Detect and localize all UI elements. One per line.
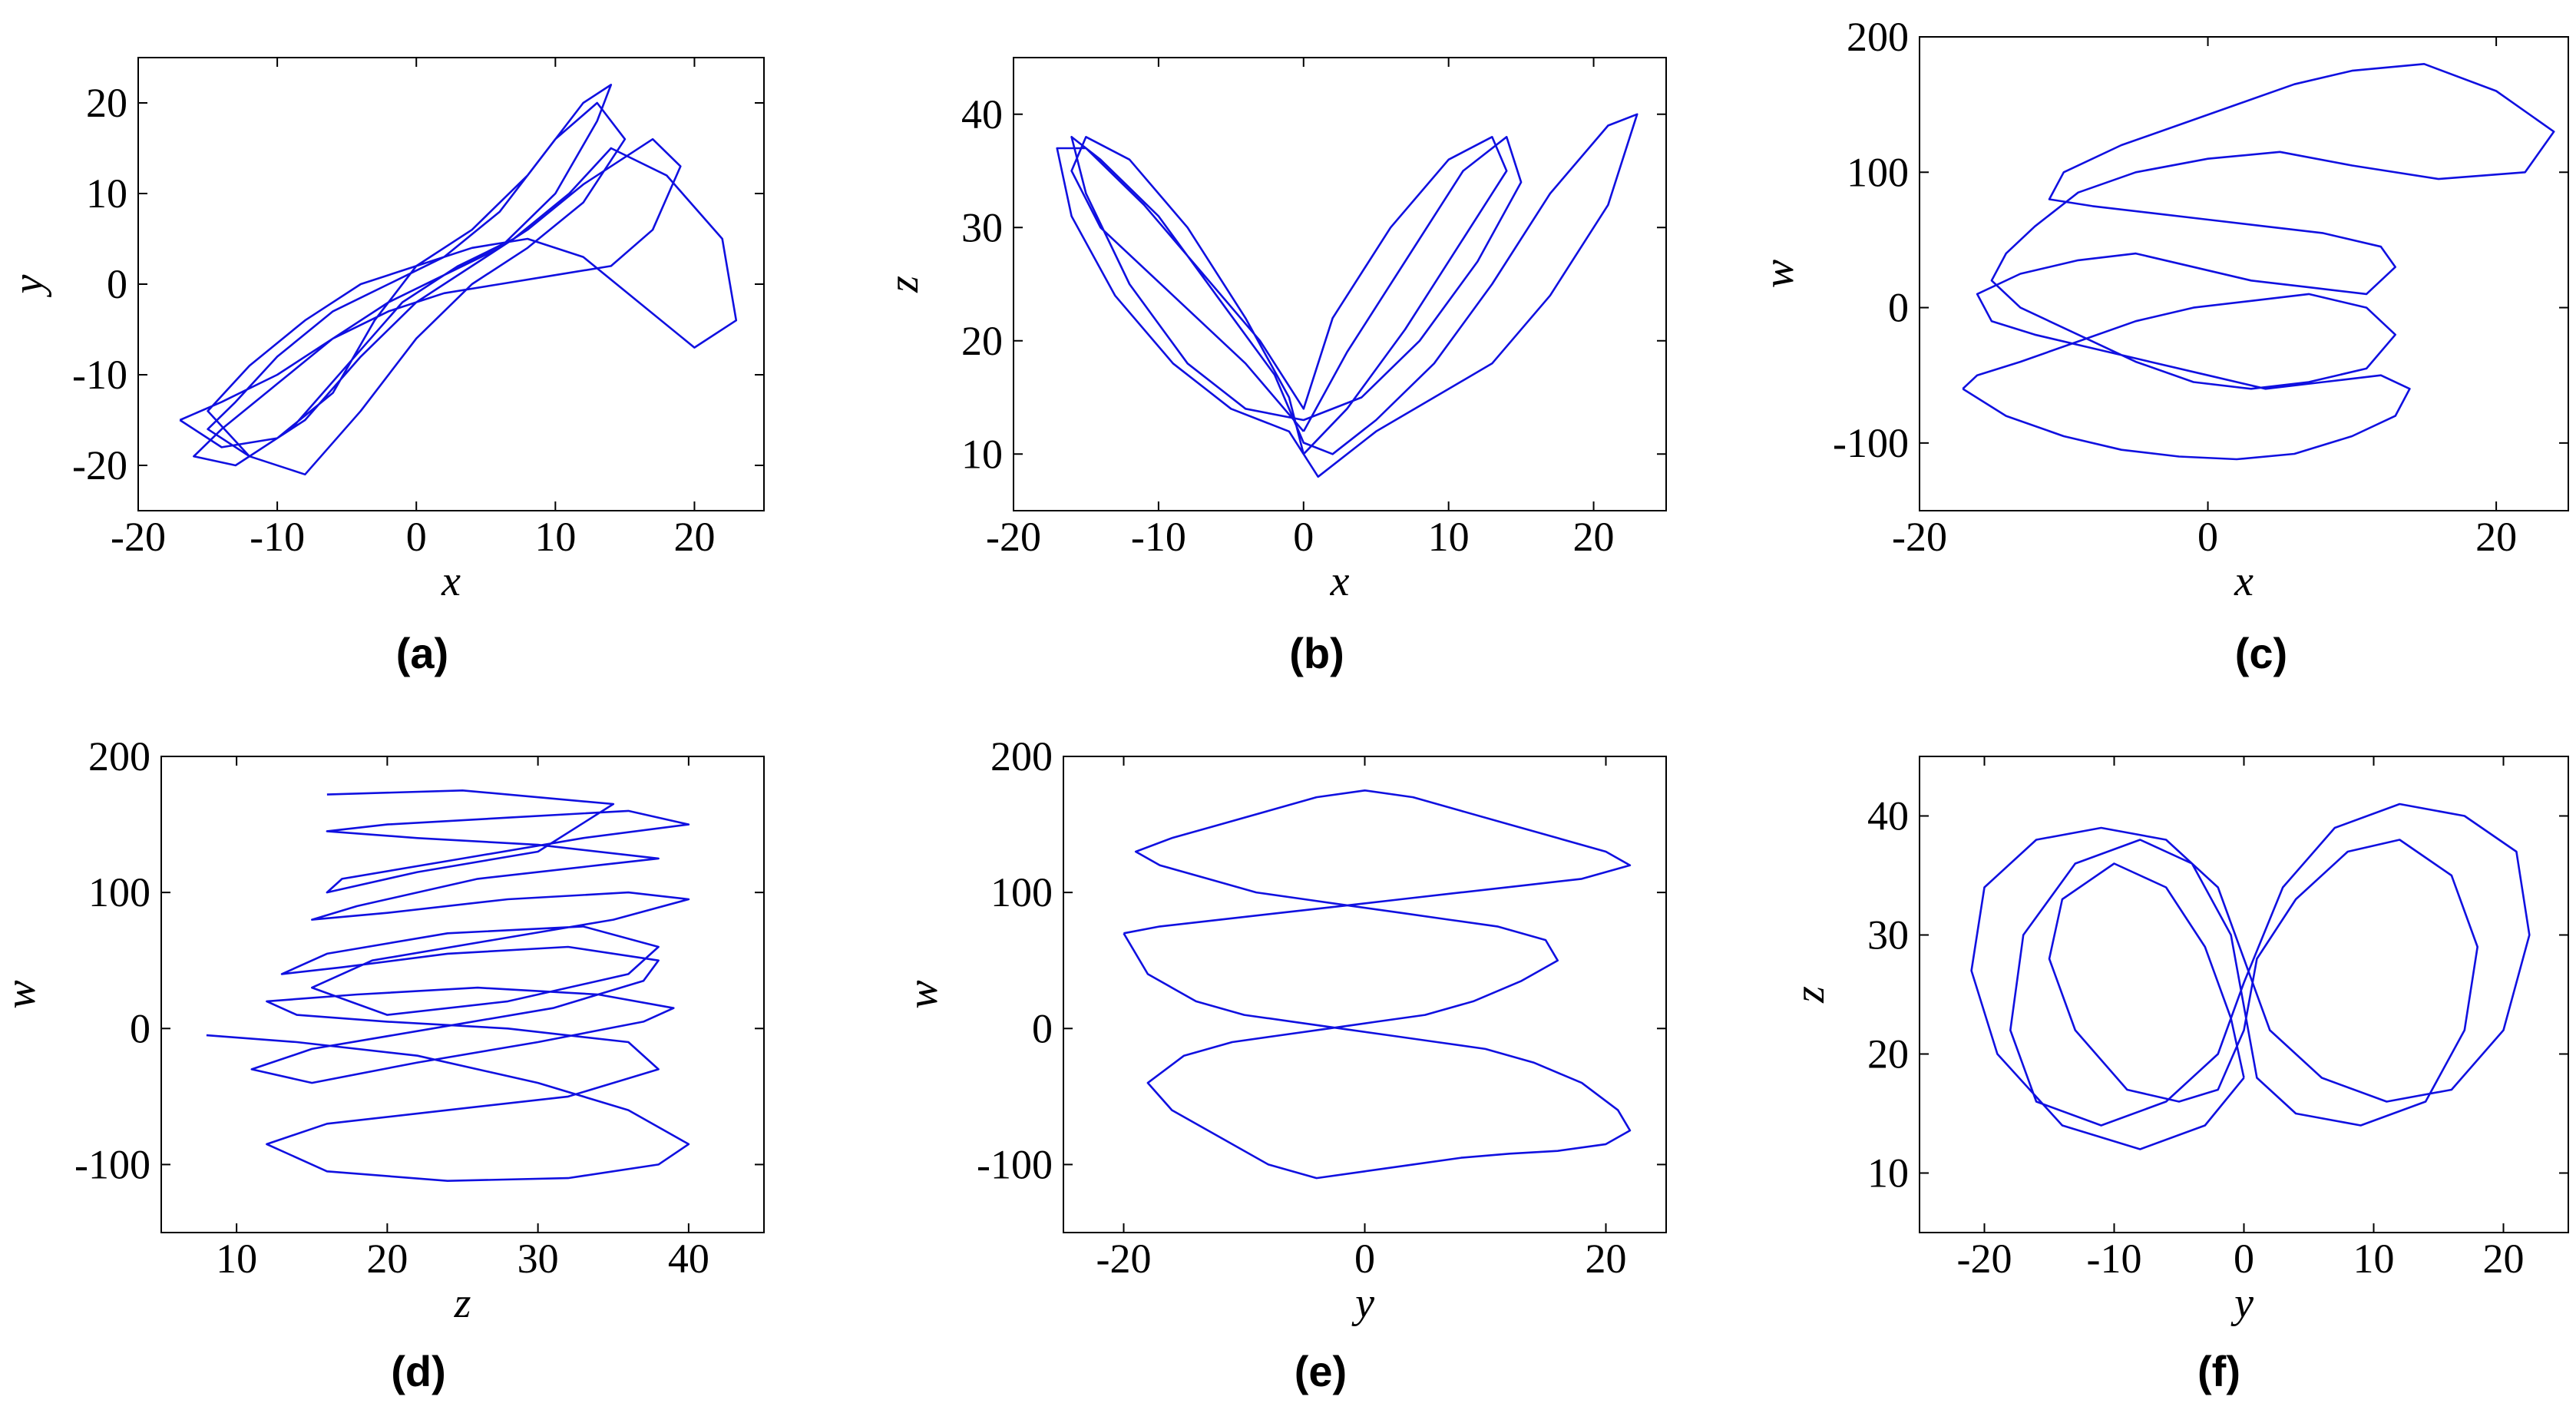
x-tick-label: -20 — [986, 514, 1041, 560]
x-tick-label: -10 — [1131, 514, 1186, 560]
x-tick-label: 20 — [1586, 1236, 1627, 1282]
panel-caption: (e) — [1295, 1347, 1347, 1395]
y-tick-label: 100 — [1847, 149, 1909, 195]
panel-caption: (d) — [391, 1347, 446, 1395]
panel-e: -20 0 20 -100 0 100 200 y w (e) — [899, 733, 1667, 1395]
x-tick-label: 10 — [1428, 514, 1470, 560]
y-tick-label: 20 — [1867, 1031, 1909, 1077]
y-tick-label: 0 — [1888, 285, 1909, 331]
x-tick-label: 20 — [2475, 514, 2517, 560]
y-axis-label: w — [0, 980, 45, 1008]
y-tick-label: 20 — [86, 80, 127, 126]
y-tick-label: 0 — [1032, 1005, 1053, 1051]
series-line-c-0 — [1962, 63, 2555, 461]
panel-caption: (b) — [1289, 629, 1344, 677]
x-tick-label: -10 — [2087, 1236, 2142, 1282]
y-tick-label: 100 — [88, 869, 150, 915]
y-tick-label: 30 — [1867, 912, 1909, 958]
y-axis-label: z — [880, 276, 928, 293]
x-tick-label: 40 — [668, 1236, 709, 1282]
y-axis-label: y — [5, 274, 52, 297]
plot-frame-e — [1063, 756, 1667, 1233]
x-tick-label: 20 — [1573, 514, 1615, 560]
x-tick-label: 0 — [1354, 1236, 1375, 1282]
x-axis-label: y — [2230, 1279, 2254, 1327]
series-line-e-0 — [1123, 789, 1632, 1180]
panel-f: -20 -10 0 10 20 10 20 30 40 y z (f) — [1786, 756, 2569, 1395]
y-tick-label: 10 — [1867, 1150, 1909, 1196]
y-tick-label: 0 — [130, 1005, 150, 1051]
series-line-f-0 — [1970, 803, 2531, 1150]
x-axis-label: x — [1330, 558, 1350, 605]
y-axis-label: w — [899, 980, 947, 1008]
x-tick-label: -20 — [1096, 1236, 1152, 1282]
panel-d: 10 20 30 40 -100 0 100 200 z w (d) — [0, 733, 765, 1395]
plot-frame-c — [1919, 36, 2569, 511]
x-axis-label: z — [454, 1279, 471, 1327]
panel-c: -20 0 20 -100 0 100 200 x w (c) — [1755, 14, 2569, 677]
plot-frame-a — [137, 57, 765, 511]
x-tick-label: 10 — [2353, 1236, 2395, 1282]
y-axis-label: z — [1786, 986, 1834, 1004]
x-tick-label: 0 — [2234, 1236, 2254, 1282]
plot-frame-d — [160, 756, 765, 1233]
y-tick-label: -10 — [72, 352, 127, 398]
x-tick-label: 10 — [534, 514, 576, 560]
x-tick-label: 10 — [216, 1236, 257, 1282]
y-tick-label: 200 — [88, 733, 150, 779]
x-tick-label: -20 — [1957, 1236, 2012, 1282]
y-tick-label: -100 — [977, 1141, 1053, 1187]
y-tick-label: 200 — [1847, 14, 1909, 60]
y-tick-label: -20 — [72, 442, 127, 488]
panel-b: -20 -10 0 10 20 10 20 30 40 x z (b) — [880, 57, 1667, 677]
y-tick-label: 30 — [961, 204, 1003, 250]
y-tick-label: 20 — [961, 318, 1003, 364]
series-line-d-0 — [206, 789, 690, 1182]
y-tick-label: 0 — [107, 261, 127, 307]
panel-caption: (c) — [2235, 629, 2287, 677]
x-tick-label: 0 — [406, 514, 427, 560]
x-tick-label: 20 — [2483, 1236, 2525, 1282]
y-axis-label: w — [1755, 260, 1803, 288]
x-tick-label: -20 — [1892, 514, 1947, 560]
y-tick-label: 40 — [1867, 793, 1909, 839]
x-tick-label: 0 — [1293, 514, 1314, 560]
y-tick-label: 200 — [990, 733, 1053, 779]
x-tick-label: -20 — [111, 514, 166, 560]
x-tick-label: 0 — [2197, 514, 2218, 560]
x-axis-label: y — [1351, 1279, 1374, 1327]
y-tick-label: 10 — [961, 431, 1003, 477]
x-axis-label: x — [441, 558, 461, 605]
panel-caption: (a) — [396, 629, 448, 677]
y-tick-label: -100 — [74, 1141, 150, 1187]
plot-frame-b — [1013, 57, 1667, 511]
x-tick-label: 30 — [518, 1236, 559, 1282]
series-line-b-0 — [1056, 113, 1639, 478]
y-tick-label: 40 — [961, 91, 1003, 137]
x-tick-label: 20 — [673, 514, 715, 560]
y-tick-label: 10 — [86, 170, 127, 217]
x-axis-label: x — [2234, 558, 2254, 605]
y-tick-label: -100 — [1833, 420, 1909, 466]
panel-caption: (f) — [2197, 1347, 2240, 1395]
y-tick-label: 100 — [990, 869, 1053, 915]
x-tick-label: 20 — [366, 1236, 408, 1282]
series-line-a-0 — [179, 84, 738, 476]
x-tick-label: -10 — [250, 514, 305, 560]
panel-a: -20 -10 0 10 20 -20 -10 0 10 20 x y (a) — [5, 57, 765, 677]
